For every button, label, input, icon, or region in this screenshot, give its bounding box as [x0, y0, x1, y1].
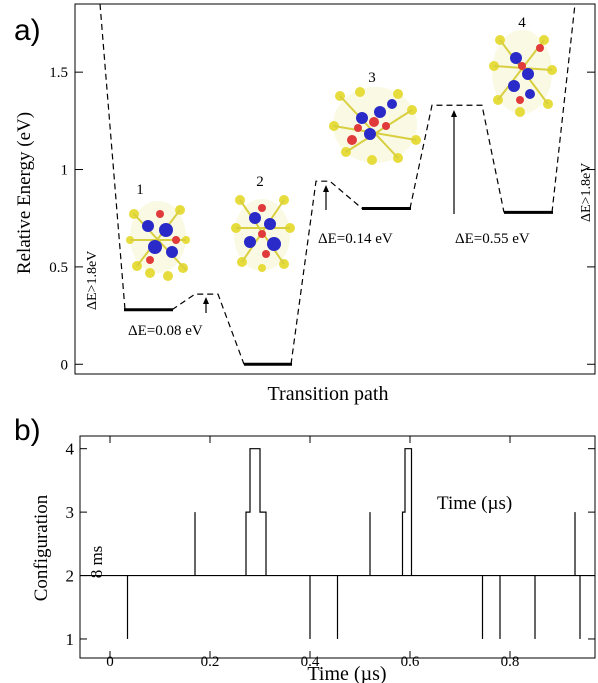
panel-b-x-tick-label: 0.4: [301, 654, 320, 670]
barrier-arrowhead-2: [323, 185, 329, 192]
panel-a-y-tick-label: 0: [61, 357, 69, 373]
panel-b-y-label: Configuration: [31, 494, 52, 601]
panel-b-y-tick-label: 4: [66, 440, 75, 459]
panel-b-x-label: Time (µs): [307, 663, 386, 683]
transition-path-curve: [99, 3, 576, 365]
panel-a-label: a): [14, 14, 41, 47]
panel-b-frame: [79, 435, 596, 659]
panel-a-y-ticks: 0 0.5 1 1.5: [49, 65, 595, 373]
structure-3-image: [329, 87, 421, 165]
panel-b-x-ticks: 0 0.2 0.4 0.6 0.8: [106, 436, 519, 670]
barrier-label-1: ΔE=0.08 eV: [128, 323, 203, 339]
panel-b-y-tick-label: 3: [66, 503, 75, 522]
panel-a: a) 0 0.5 1 1.5 Relative Energy (eV) Transit…: [14, 3, 596, 405]
minimum-label-1: 1: [136, 182, 144, 198]
panel-a-y-label: Relative Energy (eV): [14, 112, 35, 274]
panel-b-label: b): [14, 414, 41, 447]
panel-b: b) 0 0.2 0.4 0.6 0.8 1 2 3 4 Configuration Time…: [14, 414, 596, 683]
configuration-trace: [80, 448, 595, 639]
panel-a-x-label: Transition path: [268, 383, 389, 405]
panel-b-x-tick-label: 0.2: [201, 654, 220, 670]
right-barrier-label: ΔE>1.8eV: [579, 163, 594, 222]
panel-a-y-tick-label: 1: [61, 163, 69, 179]
minimum-label-2: 2: [256, 174, 264, 190]
panel-b-y-ticks: 1 2 3 4: [66, 440, 595, 649]
panel-a-frame: [74, 3, 596, 375]
panel-b-x-tick-label: 0: [106, 654, 114, 670]
minimum-label-4: 4: [518, 15, 526, 31]
panel-b-y-tick-label: 1: [66, 630, 75, 649]
structure-2-image: [231, 195, 295, 272]
barrier-arrowhead-1: [203, 297, 209, 304]
excursion: [245, 448, 267, 576]
panel-b-annotation: Time (µs): [437, 493, 512, 514]
excursion: [401, 448, 413, 576]
panel-a-y-tick-label: 1.5: [49, 65, 68, 81]
panel-b-x-tick-label: 0.8: [501, 654, 520, 670]
panel-a-y-tick-label: 0.5: [49, 260, 68, 276]
left-barrier-label: ΔE>1.8eV: [85, 251, 100, 310]
energy-path: [99, 3, 576, 366]
panel-b-x-tick-label: 0.6: [401, 654, 420, 670]
minimum-label-3: 3: [368, 70, 376, 86]
barrier-label-3: ΔE=0.55 eV: [455, 231, 530, 247]
panel-b-side-label: 8 ms: [87, 546, 106, 579]
panel-b-y-tick-label: 2: [66, 567, 75, 586]
structure-1-image: [126, 201, 190, 281]
barrier-label-2: ΔE=0.14 eV: [318, 231, 393, 247]
structure-4-image: [489, 30, 557, 117]
barrier-arrowhead-3: [451, 110, 457, 117]
